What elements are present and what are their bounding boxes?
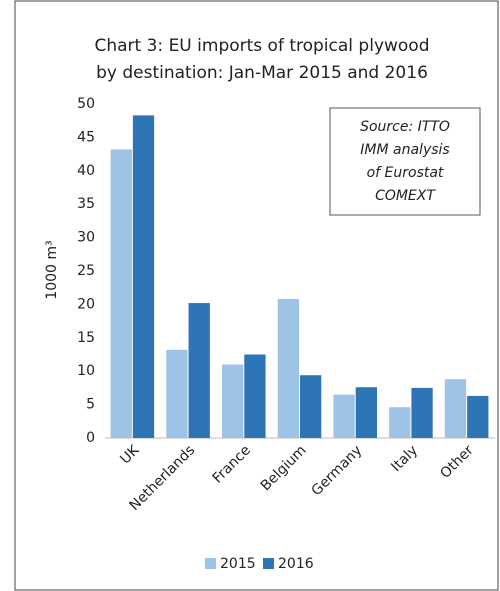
y-tick-label: 30	[77, 230, 95, 246]
bar	[277, 299, 299, 438]
bar	[389, 407, 411, 438]
y-axis-label: 1000 m³	[44, 240, 60, 299]
bar	[333, 394, 355, 438]
x-tick-label: France	[210, 442, 254, 486]
annotation: of Eurostat	[367, 165, 444, 181]
x-tick-label: Germany	[309, 442, 366, 499]
legend-label: 2016	[278, 556, 314, 572]
legend-swatch	[263, 558, 274, 569]
bar	[166, 349, 188, 438]
bar	[467, 395, 489, 438]
y-tick-label: 5	[86, 397, 95, 413]
bar	[300, 375, 322, 438]
y-tick-label: 0	[86, 430, 95, 446]
x-tick-label: Other	[437, 442, 477, 482]
bar	[110, 149, 132, 438]
bar	[411, 387, 433, 438]
bar	[222, 364, 244, 438]
y-tick-label: 45	[77, 129, 95, 145]
y-tick-label: 40	[77, 163, 95, 179]
chart-title: Chart 3: EU imports of tropical plywood	[95, 36, 430, 56]
y-tick-label: 15	[77, 330, 95, 346]
x-tick-label: Italy	[388, 442, 421, 475]
y-tick-label: 50	[77, 96, 95, 112]
bar	[355, 387, 377, 438]
bar	[244, 354, 266, 438]
bar	[188, 303, 210, 438]
bar	[132, 115, 155, 438]
y-tick-label: 35	[77, 196, 95, 212]
y-tick-label: 25	[77, 263, 95, 279]
legend-label: 2015	[220, 556, 256, 572]
y-tick-label: 20	[77, 296, 95, 312]
chart-border	[14, 0, 499, 591]
annotation-box	[329, 107, 481, 216]
chart-title: by destination: Jan-Mar 2015 and 2016	[96, 63, 428, 83]
annotation: Source: ITTO	[360, 119, 450, 135]
annotation: IMM analysis	[360, 142, 449, 158]
x-tick-label: UK	[117, 442, 143, 468]
y-tick-label: 10	[77, 363, 95, 379]
bar	[444, 379, 467, 438]
legend-swatch	[205, 558, 216, 569]
annotation: COMEXT	[375, 188, 436, 204]
x-tick-label: Belgium	[258, 442, 310, 494]
